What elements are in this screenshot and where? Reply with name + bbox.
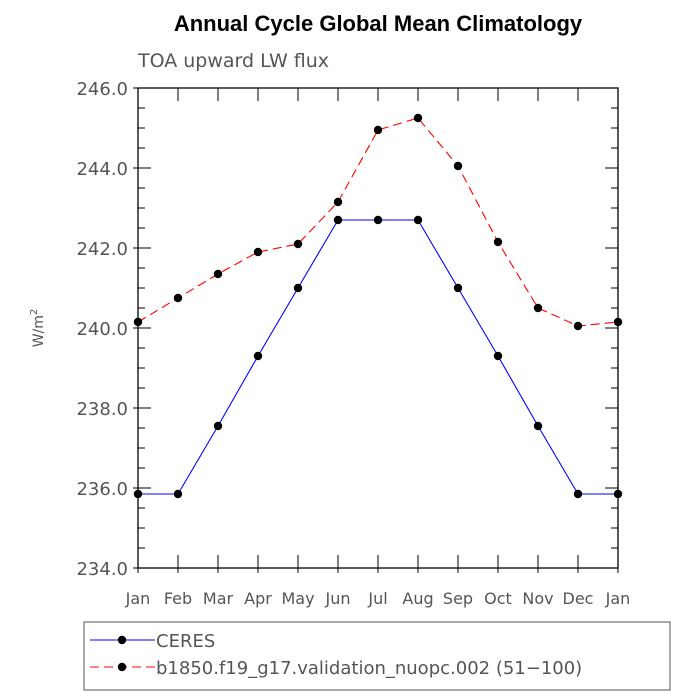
series-line-1 bbox=[138, 219, 618, 495]
series-1-point bbox=[213, 421, 223, 431]
series-2-point bbox=[333, 197, 343, 207]
series-2-point bbox=[213, 269, 223, 279]
y-axis-label-text: W/m bbox=[31, 315, 47, 347]
legend-box bbox=[83, 621, 671, 691]
series-1-point bbox=[533, 421, 543, 431]
y-tick-label: 244.0 bbox=[76, 159, 128, 180]
y-tick-label: 234.0 bbox=[76, 559, 128, 580]
y-tick-label: 236.0 bbox=[76, 479, 128, 500]
series-1-point bbox=[493, 351, 503, 361]
chart-subtitle: TOA upward LW flux bbox=[137, 50, 329, 72]
y-tick-label: 240.0 bbox=[76, 319, 128, 340]
series-1-point bbox=[333, 215, 343, 225]
y-axis-label: W/m2 bbox=[29, 309, 47, 348]
y-tick-label: 242.0 bbox=[76, 239, 128, 260]
x-tick-label: Apr bbox=[244, 589, 272, 608]
y-tick-label: 238.0 bbox=[76, 399, 128, 420]
series-2-point bbox=[573, 321, 583, 331]
series-1-point bbox=[453, 283, 463, 293]
series-2-point bbox=[493, 237, 503, 247]
series-2-point bbox=[173, 293, 183, 303]
legend-marker-1 bbox=[117, 635, 127, 645]
series-2-point bbox=[253, 247, 263, 257]
series-1-point bbox=[573, 489, 583, 499]
x-tick-label: Jun bbox=[325, 589, 351, 608]
legend-label-2: b1850.f19_g17.validation_nuopc.002 (51−1… bbox=[156, 658, 582, 679]
series-1-point bbox=[373, 215, 383, 225]
x-tick-label: Nov bbox=[522, 589, 553, 608]
x-tick-label: Sep bbox=[443, 589, 473, 608]
series-2-point bbox=[413, 113, 423, 123]
y-axis-label-superscript: 2 bbox=[29, 309, 40, 315]
x-tick-label: Jul bbox=[367, 589, 387, 608]
legend-marker-2 bbox=[117, 662, 127, 672]
series-2-point bbox=[293, 239, 303, 249]
series-1-point bbox=[253, 351, 263, 361]
y-tick-label: 246.0 bbox=[76, 79, 128, 100]
x-tick-label: Jan bbox=[125, 589, 151, 608]
x-tick-label: Mar bbox=[203, 589, 234, 608]
legend: CERES b1850.f19_g17.validation_nuopc.002 … bbox=[83, 621, 671, 691]
series-2-point bbox=[453, 161, 463, 171]
x-tick-label: Oct bbox=[484, 589, 512, 608]
series-layer bbox=[133, 113, 623, 499]
axis-tick-labels: 234.0 236.0 238.0 240.0 242.0 244.0 246.0 Jan Fe… bbox=[76, 79, 630, 608]
legend-label-1: CERES bbox=[156, 631, 215, 652]
series-1-point bbox=[173, 489, 183, 499]
x-tick-label: Dec bbox=[563, 589, 594, 608]
series-1-point bbox=[293, 283, 303, 293]
svg-text:W/m2: W/m2 bbox=[29, 309, 47, 348]
series-1-point bbox=[413, 215, 423, 225]
x-tick-label: Feb bbox=[164, 589, 192, 608]
x-tick-label: Jan bbox=[605, 589, 631, 608]
plot-frame bbox=[137, 87, 619, 569]
chart-title: Annual Cycle Global Mean Climatology bbox=[174, 11, 583, 36]
axis-ticks bbox=[133, 87, 619, 573]
series-2-point bbox=[373, 125, 383, 135]
x-tick-label: May bbox=[281, 589, 314, 608]
series-2-point bbox=[533, 303, 543, 313]
x-tick-label: Aug bbox=[402, 589, 433, 608]
